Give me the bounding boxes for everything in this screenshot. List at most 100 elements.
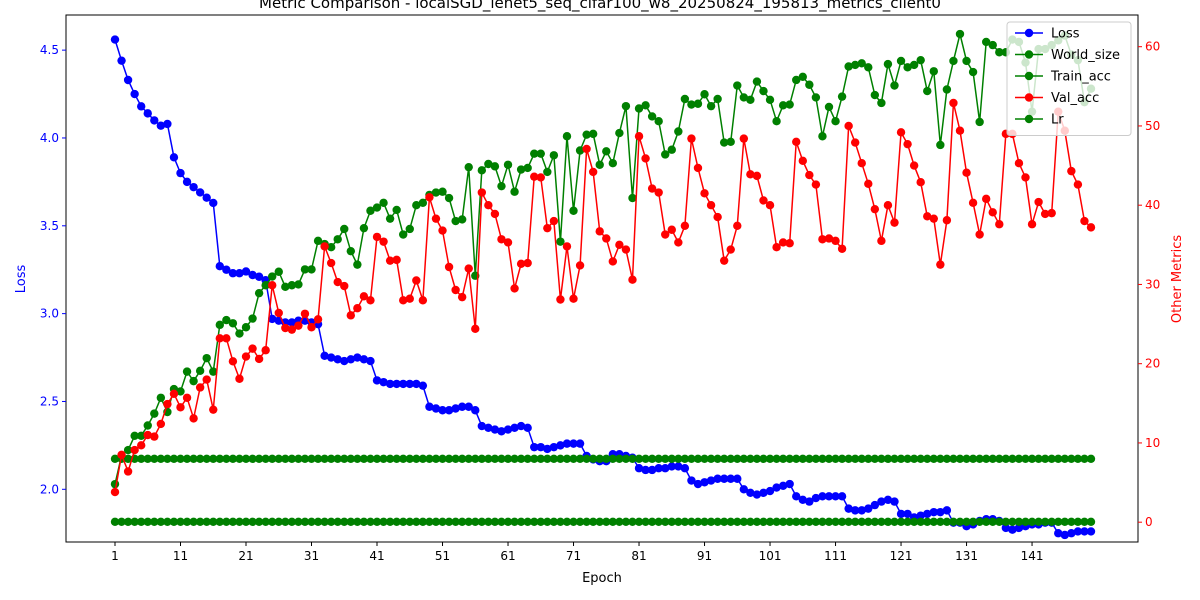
data-point-world-size <box>805 454 814 463</box>
data-point-loss <box>150 116 159 125</box>
data-point-train-acc <box>785 100 794 109</box>
data-point-train-acc <box>490 162 500 171</box>
data-point-val-acc <box>294 321 303 330</box>
data-point-val-acc <box>451 285 460 295</box>
data-point-loss <box>346 355 356 364</box>
data-point-loss <box>241 267 251 276</box>
data-point-world-size <box>621 454 631 463</box>
data-point-lr <box>923 517 932 526</box>
data-point-lr <box>772 517 781 526</box>
data-point-val-acc <box>366 296 375 305</box>
data-point-world-size <box>215 454 225 463</box>
data-point-loss <box>366 356 375 366</box>
data-point-world-size <box>674 454 683 463</box>
data-point-lr <box>634 517 644 526</box>
data-point-world-size <box>962 454 971 463</box>
data-point-lr <box>1080 517 1089 526</box>
data-point-lr <box>588 517 598 526</box>
data-point-train-acc <box>634 104 644 113</box>
data-point-val-acc <box>726 245 735 254</box>
data-point-loss <box>536 442 545 452</box>
data-point-loss <box>726 474 735 483</box>
data-point-train-acc <box>156 393 166 402</box>
data-point-lr <box>254 517 264 526</box>
series-val-acc <box>110 98 1096 497</box>
data-point-train-acc <box>765 95 775 105</box>
data-point-train-acc <box>864 63 873 72</box>
data-point-lr <box>189 517 198 526</box>
data-point-train-acc <box>379 198 388 208</box>
data-point-loss <box>412 379 421 389</box>
x-tick-label: 71 <box>566 549 581 563</box>
data-point-lr <box>844 517 853 526</box>
data-point-train-acc <box>248 314 257 323</box>
data-point-val-acc <box>150 432 159 441</box>
data-point-lr <box>1014 517 1024 526</box>
data-point-lr <box>602 517 611 526</box>
plot-frame <box>65 14 1139 543</box>
data-point-lr <box>503 517 513 526</box>
data-point-loss <box>844 504 853 513</box>
data-point-lr <box>792 517 801 526</box>
data-point-val-acc <box>457 292 467 302</box>
data-point-val-acc <box>503 238 513 247</box>
x-tick-label: 61 <box>500 549 515 563</box>
data-point-lr <box>739 517 749 526</box>
data-point-lr <box>883 517 893 526</box>
data-point-lr <box>372 517 382 526</box>
data-point-val-acc <box>1021 173 1030 182</box>
data-point-lr <box>949 517 958 526</box>
data-point-train-acc <box>241 323 251 332</box>
data-point-train-acc <box>713 94 722 104</box>
data-point-lr <box>543 517 552 526</box>
data-point-loss <box>634 464 644 473</box>
data-point-lr <box>163 517 172 526</box>
data-point-lr <box>890 517 899 526</box>
data-point-lr <box>988 517 997 526</box>
data-point-val-acc <box>405 294 414 303</box>
data-point-loss <box>700 478 709 487</box>
data-point-loss <box>687 476 696 485</box>
data-point-world-size <box>359 454 369 463</box>
data-point-world-size <box>457 454 467 463</box>
data-point-world-size <box>536 454 545 463</box>
data-point-world-size <box>471 454 480 463</box>
x-tick-label: 131 <box>955 549 978 563</box>
data-point-lr <box>1021 517 1030 526</box>
data-point-train-acc <box>562 132 572 141</box>
data-point-val-acc <box>189 414 198 423</box>
data-point-loss <box>549 442 559 452</box>
data-point-val-acc <box>1040 209 1050 219</box>
data-point-val-acc <box>340 281 349 291</box>
data-point-val-acc <box>431 214 441 223</box>
data-point-val-acc <box>719 256 729 265</box>
data-point-train-acc <box>477 166 487 175</box>
data-point-train-acc <box>602 147 611 156</box>
data-point-train-acc <box>726 137 735 146</box>
data-point-lr <box>981 517 991 526</box>
data-point-lr <box>418 517 428 526</box>
data-point-lr <box>1073 517 1083 526</box>
data-point-val-acc <box>785 239 794 248</box>
data-point-world-size <box>831 454 840 463</box>
x-tick-label: 51 <box>435 549 450 563</box>
data-point-loss <box>864 504 873 513</box>
data-point-train-acc <box>326 243 336 252</box>
data-point-val-acc <box>287 325 297 334</box>
data-point-lr <box>274 517 283 526</box>
data-point-lr <box>674 517 683 526</box>
data-point-val-acc <box>510 284 519 293</box>
data-point-loss <box>123 75 133 85</box>
data-point-train-acc <box>143 421 152 430</box>
data-point-loss <box>477 421 487 431</box>
data-point-val-acc <box>588 167 598 177</box>
data-point-train-acc <box>228 319 238 328</box>
data-point-lr <box>235 517 244 526</box>
data-point-lr <box>294 517 303 526</box>
data-point-lr <box>209 517 218 526</box>
data-point-lr <box>150 517 159 526</box>
data-point-loss <box>1073 527 1083 536</box>
data-point-loss <box>916 511 925 520</box>
